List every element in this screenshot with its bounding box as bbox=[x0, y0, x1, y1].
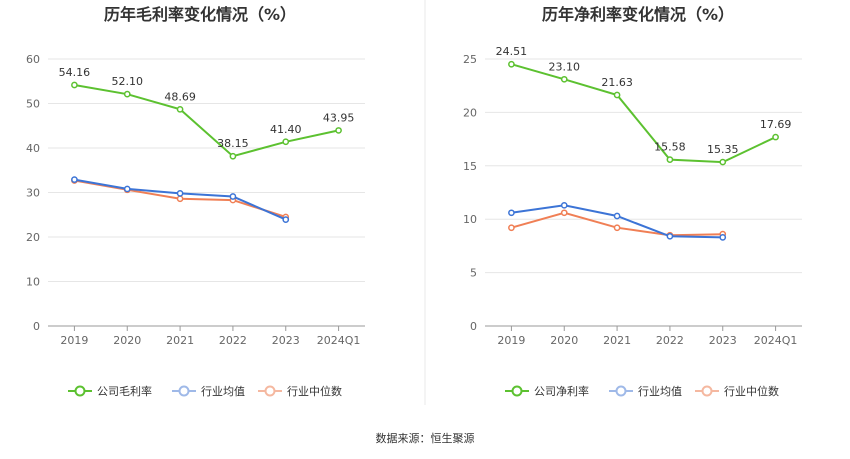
x-tick-label: 2024Q1 bbox=[754, 334, 798, 347]
x-tick-label: 2022 bbox=[219, 334, 247, 347]
legend-label: 行业均值 bbox=[201, 385, 245, 398]
x-tick-label: 2020 bbox=[113, 334, 141, 347]
data-point[interactable] bbox=[71, 176, 78, 183]
data-label: 54.16 bbox=[59, 66, 91, 79]
data-point[interactable] bbox=[613, 212, 621, 220]
y-tick-label: 50 bbox=[26, 98, 40, 111]
data-point[interactable] bbox=[508, 209, 515, 217]
x-tick-label: 2022 bbox=[656, 334, 684, 347]
data-label: 15.58 bbox=[654, 141, 686, 154]
chart-title: 历年净利率变化情况（%） bbox=[542, 5, 734, 24]
y-tick-label: 20 bbox=[26, 231, 40, 244]
x-tick-label: 2019 bbox=[60, 334, 88, 347]
x-tick-label: 2021 bbox=[166, 334, 194, 347]
data-label: 23.10 bbox=[549, 60, 581, 73]
y-tick-label: 60 bbox=[26, 53, 40, 66]
data-point[interactable] bbox=[508, 224, 515, 232]
data-point[interactable] bbox=[719, 234, 727, 241]
x-tick-label: 2019 bbox=[497, 334, 525, 347]
data-point[interactable] bbox=[71, 81, 78, 89]
data-point[interactable] bbox=[666, 156, 674, 163]
data-point[interactable] bbox=[719, 158, 727, 166]
legend-label: 公司毛利率 bbox=[97, 384, 152, 398]
y-tick-label: 10 bbox=[26, 276, 40, 289]
data-point[interactable] bbox=[772, 133, 779, 141]
data-label: 52.10 bbox=[112, 75, 144, 88]
y-tick-label: 25 bbox=[463, 53, 477, 66]
data-point[interactable] bbox=[613, 224, 621, 232]
series-line bbox=[511, 204, 723, 239]
data-label: 38.15 bbox=[217, 137, 249, 150]
x-tick-label: 2024Q1 bbox=[317, 334, 361, 347]
legend-marker bbox=[511, 385, 523, 397]
legend-label: 行业中位数 bbox=[287, 384, 342, 398]
legend-label: 公司净利率 bbox=[534, 384, 589, 398]
source-note: 数据来源：恒生聚源 bbox=[376, 431, 475, 445]
data-point[interactable] bbox=[666, 232, 674, 240]
data-point[interactable] bbox=[560, 209, 568, 217]
y-tick-label: 10 bbox=[463, 213, 477, 226]
legend-item[interactable]: 公司毛利率 bbox=[68, 384, 152, 398]
data-point[interactable] bbox=[613, 91, 621, 99]
data-point[interactable] bbox=[335, 127, 342, 134]
x-tick-label: 2023 bbox=[709, 334, 737, 347]
data-point[interactable] bbox=[560, 75, 568, 83]
data-point[interactable] bbox=[282, 216, 290, 223]
data-label: 17.69 bbox=[760, 118, 792, 131]
legend-marker bbox=[74, 385, 86, 397]
y-tick-label: 0 bbox=[470, 320, 477, 333]
y-tick-label: 40 bbox=[26, 142, 40, 155]
data-point[interactable] bbox=[176, 195, 184, 203]
data-label: 21.63 bbox=[601, 76, 633, 89]
legend-label: 行业均值 bbox=[638, 385, 682, 398]
data-point[interactable] bbox=[123, 90, 131, 98]
x-tick-label: 2023 bbox=[272, 334, 300, 347]
y-tick-label: 5 bbox=[470, 267, 477, 280]
series-line bbox=[511, 63, 777, 164]
y-tick-label: 20 bbox=[463, 106, 477, 119]
legend-label: 行业中位数 bbox=[724, 384, 779, 398]
x-tick-label: 2020 bbox=[550, 334, 578, 347]
series-line bbox=[74, 84, 339, 158]
gross-margin-chart: 历年毛利率变化情况（%） 0 10 20 30 40 50 60 2019 2020 2021 202… bbox=[26, 5, 365, 398]
data-point[interactable] bbox=[123, 185, 131, 193]
data-point[interactable] bbox=[229, 193, 237, 200]
net-margin-chart: 历年净利率变化情况（%） 0 5 10 15 20 25 2019 2020 2021 2022 20… bbox=[463, 5, 802, 398]
y-tick-label: 15 bbox=[463, 160, 477, 173]
data-label: 43.95 bbox=[323, 111, 355, 124]
data-label: 41.40 bbox=[270, 123, 302, 136]
legend-marker bbox=[264, 385, 276, 397]
x-tick-label: 2021 bbox=[603, 334, 631, 347]
legend-item[interactable]: 行业中位数 bbox=[258, 384, 342, 398]
y-tick-label: 0 bbox=[33, 320, 40, 333]
chart-title: 历年毛利率变化情况（%） bbox=[104, 5, 296, 24]
legend-item[interactable]: 公司净利率 bbox=[505, 384, 589, 398]
data-label: 24.51 bbox=[496, 45, 528, 58]
data-label: 15.35 bbox=[707, 143, 739, 156]
data-point[interactable] bbox=[508, 60, 515, 68]
data-point[interactable] bbox=[176, 105, 184, 113]
legend-item[interactable]: 行业均值 bbox=[609, 385, 682, 398]
legend-marker bbox=[178, 385, 190, 397]
legend-item[interactable]: 行业均值 bbox=[172, 385, 245, 398]
legend-marker bbox=[615, 385, 627, 397]
data-point[interactable] bbox=[560, 201, 568, 209]
legend-marker bbox=[701, 385, 713, 397]
legend-item[interactable]: 行业中位数 bbox=[695, 384, 779, 398]
data-point[interactable] bbox=[229, 152, 237, 160]
data-point[interactable] bbox=[282, 138, 290, 146]
y-tick-label: 30 bbox=[26, 187, 40, 200]
data-point[interactable] bbox=[176, 190, 184, 197]
data-label: 48.69 bbox=[164, 90, 196, 103]
